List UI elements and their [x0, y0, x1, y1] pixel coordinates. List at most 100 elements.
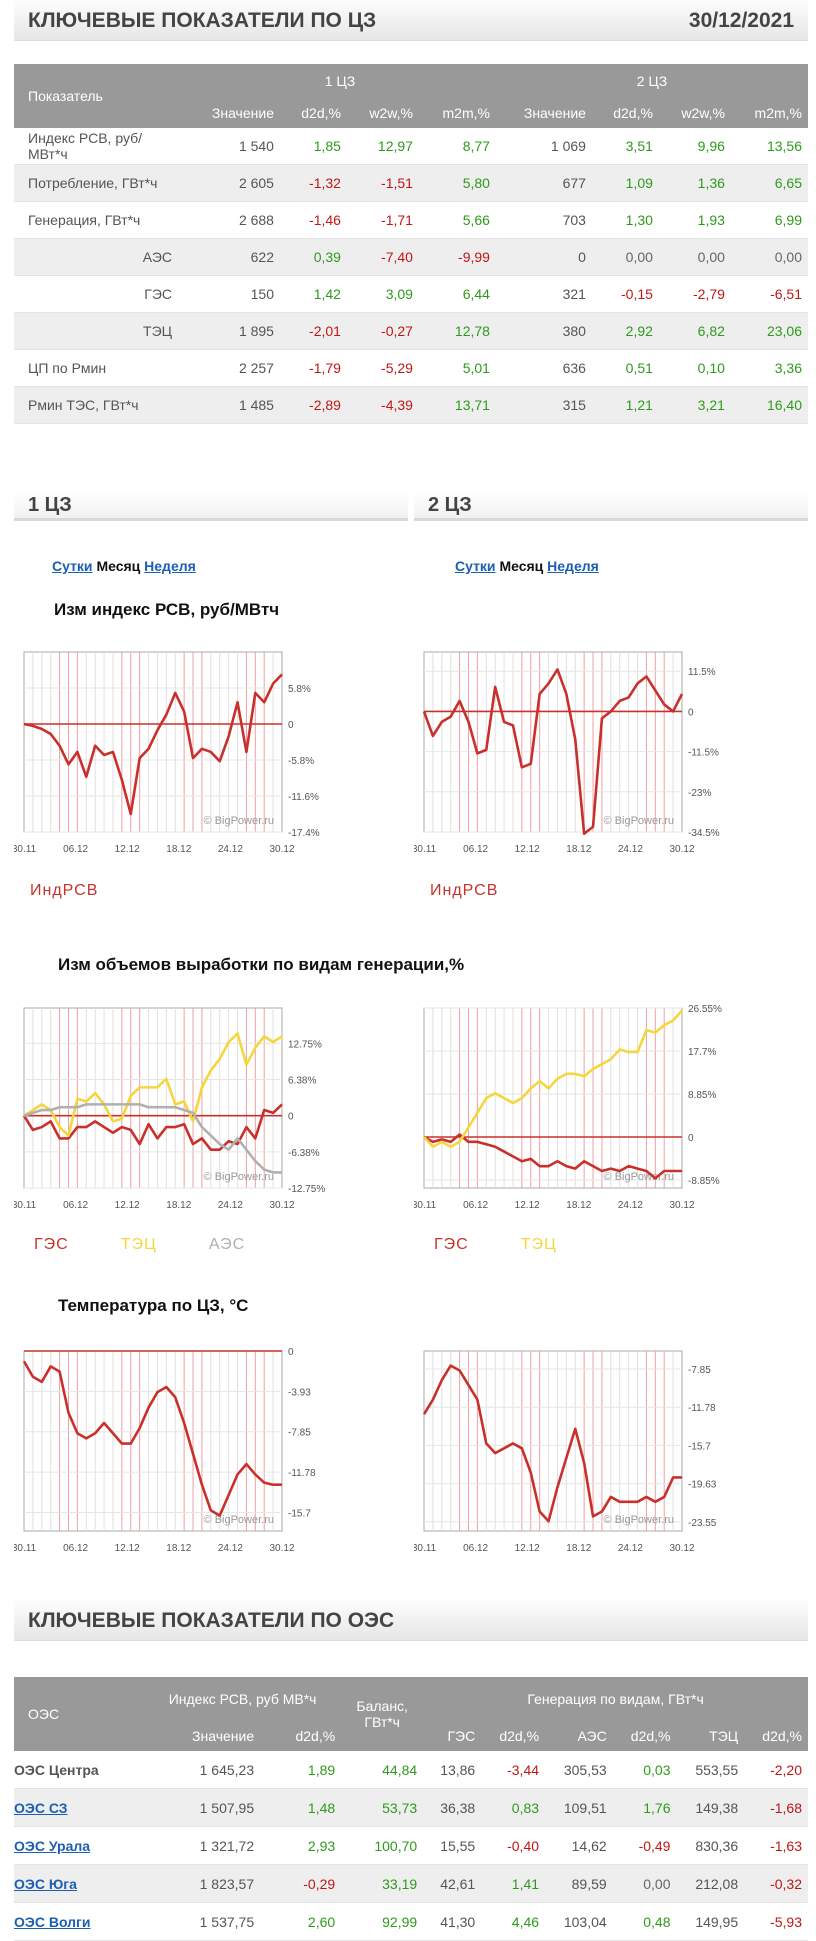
pct-cell: 3,09: [385, 286, 413, 302]
legend-price-zone1: ИндРСВ: [30, 882, 150, 900]
page-header: КЛЮЧЕВЫЕ ПОКАЗАТЕЛИ ПО ЦЗ 30/12/2021: [14, 0, 808, 41]
legend-item: ТЭЦ: [520, 1236, 557, 1253]
table-row: ОЭС Урала 1 321,72 2,93 100,70 15,55 -0,40 14,…: [14, 1827, 808, 1865]
value-cell: 0: [578, 249, 586, 265]
tab-week[interactable]: Неделя: [547, 558, 599, 574]
pct-cell: -2,89: [309, 397, 341, 413]
y-tick-label: -3.93: [288, 1387, 311, 1398]
col-oes: ОЭС: [14, 1677, 144, 1751]
pct-cell: 1,21: [625, 397, 653, 413]
col-sub: d2d,%: [612, 1721, 677, 1751]
pct-cell: 0,00: [697, 249, 725, 265]
value-cell: 1 540: [238, 138, 274, 154]
y-tick-label: 17.7%: [688, 1047, 716, 1058]
value-cell: 2,93: [307, 1837, 336, 1854]
value-cell: 380: [562, 323, 586, 339]
table-row: АЭС 622 0,39 -7,40 -9,99 0 0,00 0,00 0,00: [14, 238, 808, 276]
row-label: АЭС: [142, 249, 172, 265]
y-tick-label: -11.6%: [288, 792, 319, 803]
oes-link[interactable]: ОЭС СЗ: [14, 1799, 68, 1816]
pct-cell: -1,32: [309, 175, 341, 191]
value-cell: 1,76: [643, 1799, 671, 1816]
table-row: ОЭС СЗ 1 507,95 1,48 53,73 36,38 0,83 109,51 1,…: [14, 1788, 808, 1827]
value-cell: 53,73: [382, 1799, 418, 1816]
series-line-temp: [422, 1364, 682, 1523]
pct-cell: -7,40: [381, 249, 413, 265]
pct-cell: 3,36: [774, 360, 802, 376]
chart-temperature-zone1: 0 -3.93 -7.85 -11.78 -15.7 30.11 06.12 12.12 18.…: [14, 1347, 316, 1554]
chart-generation-zone2: 26.55% 17.7% 8.85% 0 -8.85% 30.11 06.12 12.12 18…: [414, 1004, 722, 1211]
y-tick-label: -6.38%: [288, 1148, 320, 1159]
pct-cell: 1,36: [697, 175, 725, 191]
value-cell: -0,40: [507, 1837, 540, 1854]
oes-link[interactable]: ОЭС Урала: [14, 1837, 91, 1854]
x-tick-label: 18.12: [566, 1543, 591, 1554]
value-cell: 44,84: [382, 1761, 418, 1778]
chart-price-zone1: 5.8% 0 -5.8% -11.6% -17.4% 30.11 06.12 12.12 18.…: [14, 651, 320, 855]
pct-cell: 6,99: [774, 212, 802, 228]
pct-cell: 3,51: [625, 138, 653, 154]
x-tick-label: 06.12: [63, 1543, 88, 1554]
value-cell: 315: [562, 397, 586, 413]
pct-cell: 1,09: [625, 175, 653, 191]
tab-day[interactable]: Сутки: [52, 558, 93, 574]
chart-temperature-zone2: -7.85 -11.78 -15.7 -19.63 -23.55 30.11 06.12 12…: [414, 1350, 717, 1554]
table-row: ОЭС Центра 1 645,23 1,89 44,84 13,86 -3,44 305…: [14, 1751, 808, 1789]
pct-cell: -2,79: [693, 286, 725, 302]
y-tick-label: 0: [688, 1133, 694, 1144]
oes-header: КЛЮЧЕВЫЕ ПОКАЗАТЕЛИ ПО ОЭС: [14, 1600, 808, 1641]
value-cell: 1 069: [550, 138, 586, 154]
x-tick-label: 18.12: [166, 1543, 191, 1554]
row-label-cell: ОЭС Юга: [14, 1865, 144, 1903]
tab-week[interactable]: Неделя: [144, 558, 196, 574]
value-cell: 305,53: [563, 1761, 607, 1778]
y-tick-label: -12.75%: [288, 1184, 325, 1195]
chart-title-price: Изм индекс РСВ, руб/МВтч: [54, 600, 280, 619]
pct-cell: -1,46: [309, 212, 341, 228]
pct-cell: -1,71: [381, 212, 413, 228]
x-tick-label: 30.12: [269, 844, 294, 855]
value-cell: 0,48: [643, 1913, 671, 1930]
value-cell: -0,29: [303, 1875, 336, 1892]
y-tick-label: -15.7: [288, 1508, 311, 1519]
value-cell: 1,41: [511, 1875, 540, 1892]
col-sub: d2d,%: [481, 1721, 546, 1751]
chart-price-zone2: 11.5% 0 -11.5% -23% -34.5% 30.11 06.12 12.12 18.…: [414, 651, 720, 855]
value-cell: 1 537,75: [199, 1913, 255, 1930]
oes-link[interactable]: ОЭС Волги: [14, 1913, 91, 1930]
value-cell: 321: [562, 286, 586, 302]
page-title: КЛЮЧЕВЫЕ ПОКАЗАТЕЛИ ПО ЦЗ: [28, 9, 377, 32]
value-cell: 677: [562, 175, 586, 191]
value-cell: 33,19: [382, 1875, 418, 1892]
tab-month[interactable]: Месяц: [499, 558, 544, 574]
pct-cell: 3,21: [697, 397, 725, 413]
pct-cell: -2,01: [309, 323, 341, 339]
y-tick-label: -7.85: [288, 1428, 311, 1439]
value-cell: 1 507,95: [199, 1799, 255, 1816]
zone2-header: 2 ЦЗ: [414, 492, 808, 521]
col-sub: d2d,%: [260, 1721, 342, 1751]
legend-item: ИндРСВ: [430, 882, 499, 899]
tab-day[interactable]: Сутки: [455, 558, 496, 574]
pct-cell: 23,06: [766, 323, 802, 339]
pct-cell: 6,82: [697, 323, 725, 339]
legend-item: ТЭЦ: [120, 1236, 157, 1253]
col-indicator: Показатель: [14, 64, 184, 128]
value-cell: 553,55: [695, 1761, 739, 1778]
chart-title-generation: Изм объемов выработки по видам генерации…: [58, 955, 465, 974]
value-cell: 1,89: [307, 1761, 336, 1778]
col-zone2: 2 ЦЗ: [495, 64, 808, 98]
pct-cell: 8,77: [462, 138, 490, 154]
pct-cell: -1,79: [309, 360, 341, 376]
y-tick-label: -23%: [688, 788, 711, 799]
tab-month[interactable]: Месяц: [96, 558, 141, 574]
watermark: © BigPower.ru: [604, 1171, 674, 1183]
x-tick-label: 12.12: [515, 1200, 540, 1211]
value-cell: -5,93: [770, 1913, 802, 1930]
row-label-cell: ОЭС Урала: [14, 1827, 144, 1865]
y-tick-label: -5.8%: [288, 756, 314, 767]
pct-cell: -5,29: [381, 360, 413, 376]
y-tick-label: -11.78: [688, 1403, 716, 1414]
col-sub-m2m: m2m,%: [730, 98, 808, 128]
oes-link[interactable]: ОЭС Юга: [14, 1875, 77, 1892]
